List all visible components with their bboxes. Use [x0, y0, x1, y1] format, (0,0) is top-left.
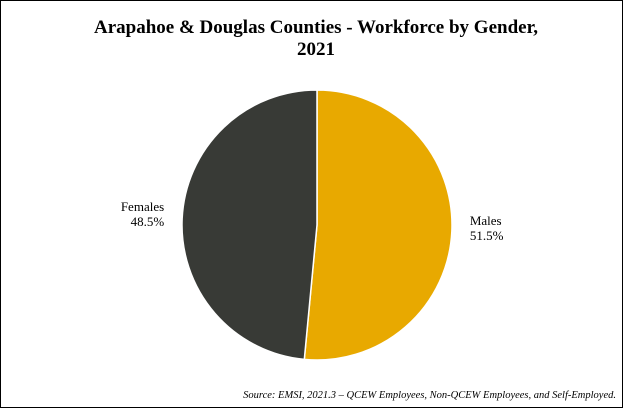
source-note: Source: EMSI, 2021.3 – QCEW Employees, N… — [243, 390, 616, 401]
pie-slice — [303, 89, 453, 361]
slice-value-label: 48.5% — [131, 214, 165, 229]
chart-title: Arapahoe & Douglas Counties - Workforce … — [93, 17, 539, 60]
slice-label: Males — [470, 213, 502, 228]
pie-slice — [181, 89, 318, 361]
slice-value-label: 51.5% — [470, 228, 504, 243]
slice-label: Females — [121, 199, 164, 214]
